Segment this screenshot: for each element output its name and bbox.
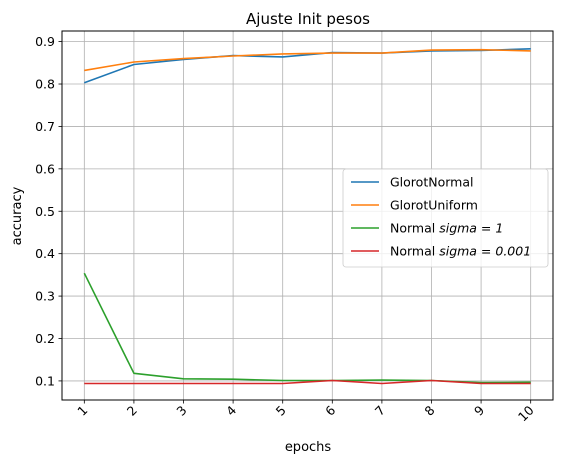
x-tick-label: 6 — [322, 402, 338, 418]
y-tick-label: 0.3 — [35, 289, 55, 304]
y-tick-label: 0.5 — [35, 204, 55, 219]
y-axis-label: accuracy — [10, 186, 25, 245]
y-axis: 0.1 0.2 0.3 0.4 0.5 0.6 0.7 0.8 0.9 — [35, 34, 62, 388]
legend-entry-text: Normal — [390, 221, 439, 236]
chart-title: Ajuste Init pesos — [246, 10, 370, 28]
x-tick-label: 2 — [124, 403, 140, 419]
y-tick-label: 0.7 — [35, 119, 55, 134]
x-tick-label: 9 — [471, 402, 487, 418]
legend-entry-text: Normal — [390, 244, 439, 259]
legend-entry: GlorotUniform — [390, 198, 478, 213]
legend-entry: GlorotNormal — [390, 175, 473, 190]
x-tick-label: 5 — [273, 403, 289, 419]
x-axis: 1 2 3 4 5 6 7 8 9 10 — [74, 400, 537, 424]
legend-entry-text: GlorotNormal — [390, 175, 473, 190]
y-tick-label: 0.6 — [35, 161, 55, 176]
series-line-glorotuniform — [84, 50, 530, 71]
x-tick-label: 3 — [173, 403, 189, 419]
series-line-normal-sigma-1 — [84, 273, 530, 382]
x-axis-label: epochs — [285, 440, 332, 455]
x-tick-label: 8 — [421, 402, 437, 418]
x-tick-label: 7 — [372, 403, 388, 419]
y-tick-label: 0.1 — [35, 373, 55, 388]
legend-entry-math: sigma = 0.001 — [439, 244, 531, 259]
x-tick-label: 10 — [515, 402, 537, 424]
y-tick-label: 0.9 — [35, 34, 55, 49]
legend-entry: Normal sigma = 0.001 — [390, 244, 531, 259]
legend-entry-math: sigma = 1 — [439, 221, 503, 236]
legend-entry-text: GlorotUniform — [390, 198, 478, 213]
y-tick-label: 0.2 — [35, 331, 55, 346]
x-tick-label: 4 — [223, 402, 239, 418]
y-tick-label: 0.8 — [35, 77, 55, 92]
y-tick-label: 0.4 — [35, 246, 55, 261]
legend: GlorotNormal GlorotUniform Normal sigma = … — [343, 169, 548, 267]
x-tick-label: 1 — [74, 403, 90, 419]
legend-entry: Normal sigma = 1 — [390, 221, 503, 236]
